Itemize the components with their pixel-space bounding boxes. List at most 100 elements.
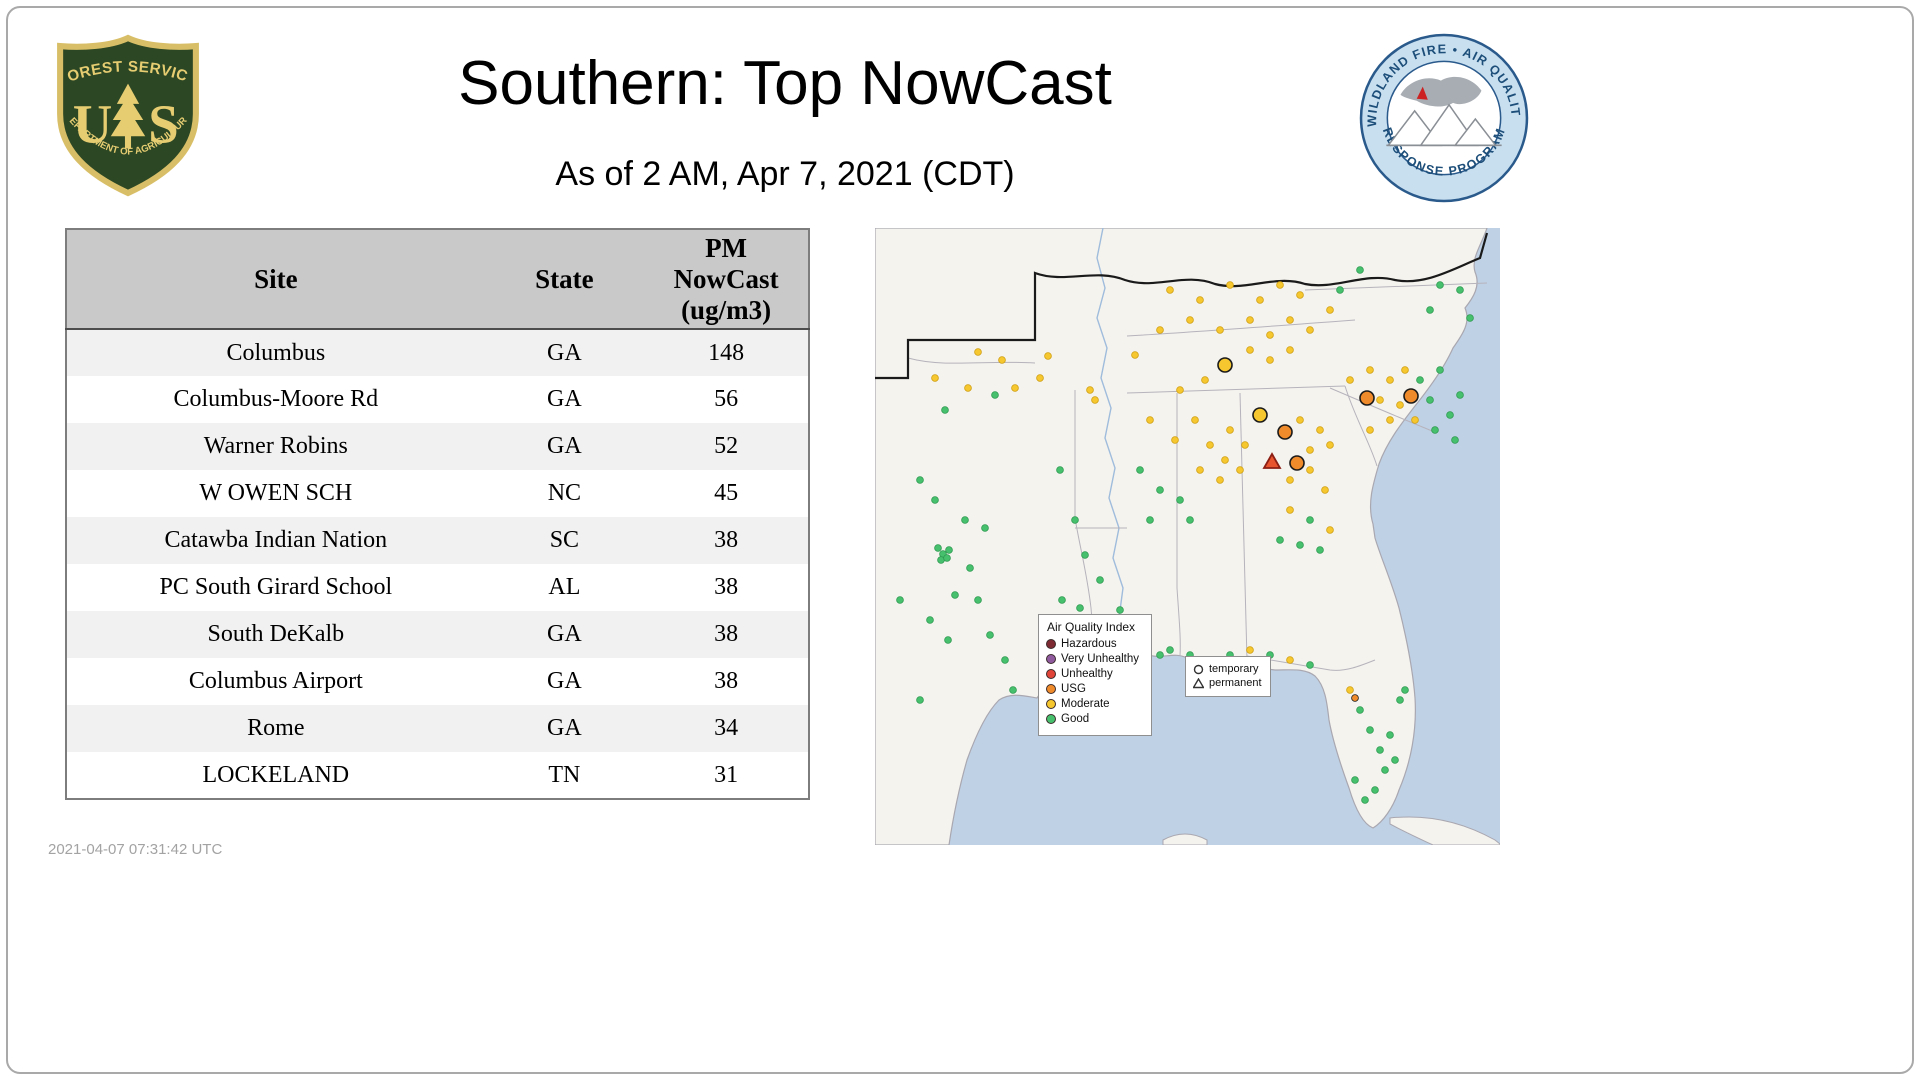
monitor-dot-good bbox=[1136, 466, 1144, 474]
monitor-dot-good bbox=[1371, 786, 1379, 794]
aqi-legend-title: Air Quality Index bbox=[1047, 620, 1136, 634]
table-row: LOCKELAND TN 31 bbox=[66, 752, 809, 799]
monitor-dot-moderate bbox=[964, 384, 972, 392]
pm-cell: 38 bbox=[714, 527, 739, 553]
site-cell: Catawba Indian Nation bbox=[164, 527, 388, 553]
monitor-dot-moderate bbox=[1376, 396, 1384, 404]
pm-cell: 38 bbox=[714, 668, 739, 694]
monitor-dot-good bbox=[926, 616, 934, 624]
monitor-dot-good bbox=[1381, 766, 1389, 774]
monitor-dot-good bbox=[1351, 776, 1359, 784]
aqi-legend-item: Hazardous bbox=[1046, 638, 1145, 650]
pm-cell: 38 bbox=[714, 574, 739, 600]
monitor-dot-moderate bbox=[1036, 374, 1044, 382]
monitor-dot-moderate bbox=[1316, 426, 1324, 434]
permanent-site-marker-unhealthy bbox=[1262, 452, 1282, 469]
aqi-color-swatch bbox=[1046, 639, 1056, 649]
generated-timestamp: 2021-04-07 07:31:42 UTC bbox=[48, 841, 223, 858]
monitor-dot-good bbox=[1058, 596, 1066, 604]
pm-cell: 52 bbox=[714, 433, 739, 459]
monitor-dot-moderate bbox=[1246, 346, 1254, 354]
monitor-dot-good bbox=[1401, 686, 1409, 694]
temporary-circle-icon bbox=[1193, 664, 1204, 674]
monitor-dot-good bbox=[916, 476, 924, 484]
monitor-dot-moderate bbox=[1241, 441, 1249, 449]
aqi-color-swatch bbox=[1046, 684, 1056, 694]
monitor-dot-moderate bbox=[1216, 476, 1224, 484]
monitor-dot-good bbox=[1096, 576, 1104, 584]
monitor-dot-moderate bbox=[1326, 526, 1334, 534]
monitor-dot-good bbox=[986, 631, 994, 639]
table-row: Rome GA 34 bbox=[66, 705, 809, 752]
monitor-dot-moderate bbox=[1266, 356, 1274, 364]
monitor-dot-good bbox=[945, 546, 953, 554]
site-cell: Columbus Airport bbox=[188, 668, 363, 694]
river bbox=[1096, 228, 1128, 666]
monitor-dot-moderate bbox=[1256, 296, 1264, 304]
state-cell: GA bbox=[547, 386, 582, 412]
monitor-dot-good bbox=[1356, 266, 1364, 274]
aqi-legend-items: Hazardous Very Unhealthy Unhealthy USG Moder… bbox=[1046, 638, 1145, 725]
monitor-dot-good bbox=[966, 564, 974, 572]
monitor-dot-moderate bbox=[1216, 326, 1224, 334]
wfaqrp-circle-icon: WILDLAND FIRE • AIR QUALITY RESPONSE PRO… bbox=[1353, 21, 1529, 203]
aqi-category-label: Very Unhealthy bbox=[1061, 653, 1139, 665]
monitor-dot-good bbox=[1081, 551, 1089, 559]
usfs-shield-icon: FOREST SERVICE U S DEPARTMENT OF AGRICUL… bbox=[47, 22, 199, 197]
fire-icon bbox=[1416, 86, 1428, 100]
monitor-dot-good bbox=[951, 591, 959, 599]
island-cuba bbox=[1389, 816, 1500, 845]
site-cell: PC South Girard School bbox=[159, 574, 393, 600]
monitor-dot-moderate bbox=[1366, 426, 1374, 434]
page-subtitle: As of 2 AM, Apr 7, 2021 (CDT) bbox=[555, 155, 1015, 193]
top-site-marker-usg bbox=[1403, 388, 1419, 404]
legend-row-permanent: permanent bbox=[1193, 677, 1262, 689]
monitor-dot-good bbox=[1426, 306, 1434, 314]
monitor-dot-good bbox=[1436, 281, 1444, 289]
monitor-dot-good bbox=[916, 696, 924, 704]
aqi-legend-item: Very Unhealthy bbox=[1046, 653, 1145, 665]
monitor-dot-moderate bbox=[1286, 656, 1294, 664]
monitor-dot-good bbox=[1166, 646, 1174, 654]
usfs-monogram-u: U bbox=[73, 93, 113, 154]
monitor-dot-moderate bbox=[931, 374, 939, 382]
monitor-dot-good bbox=[931, 496, 939, 504]
monitor-dot-moderate bbox=[1226, 426, 1234, 434]
aqi-category-label: USG bbox=[1061, 683, 1086, 695]
aqi-map: Air Quality Index Hazardous Very Unhealth… bbox=[875, 228, 1500, 845]
monitor-dot-good bbox=[1456, 391, 1464, 399]
monitor-dot-good bbox=[1416, 376, 1424, 384]
monitor-dot-moderate bbox=[1131, 351, 1139, 359]
monitor-dot-good bbox=[1156, 486, 1164, 494]
monitor-dot-good bbox=[1071, 516, 1079, 524]
monitor-dot-moderate bbox=[1246, 646, 1254, 654]
monitor-dot-moderate bbox=[1266, 331, 1274, 339]
monitor-dot-moderate bbox=[1156, 326, 1164, 334]
monitor-dot-good bbox=[1386, 731, 1394, 739]
state-cell: GA bbox=[547, 715, 582, 741]
top-site-marker-usg bbox=[1359, 390, 1375, 406]
permanent-triangle-icon bbox=[1193, 677, 1204, 688]
usfs-monogram-s: S bbox=[148, 93, 178, 154]
top-site-marker-moderate bbox=[1252, 407, 1268, 423]
aqi-color-swatch bbox=[1046, 699, 1056, 709]
monitor-dot-good bbox=[944, 636, 952, 644]
monitor-dot-good bbox=[1336, 286, 1344, 294]
monitor-dot-moderate bbox=[1306, 466, 1314, 474]
monitor-dot-good bbox=[1176, 496, 1184, 504]
table-header-row: Site State PM NowCast (ug/m3) bbox=[66, 229, 809, 330]
monitor-dot-usg bbox=[1351, 694, 1359, 702]
state-cell: AL bbox=[548, 574, 581, 600]
temporary-label: temporary bbox=[1209, 663, 1259, 675]
table-row: Columbus GA 148 bbox=[66, 329, 809, 376]
top-site-marker-usg bbox=[1289, 455, 1305, 471]
table-row: South DeKalb GA 38 bbox=[66, 611, 809, 658]
table-row: W OWEN SCH NC 45 bbox=[66, 470, 809, 517]
monitor-dot-moderate bbox=[1011, 384, 1019, 392]
table-row: Columbus-Moore Rd GA 56 bbox=[66, 376, 809, 423]
site-cell: South DeKalb bbox=[207, 621, 345, 647]
monitor-dot-moderate bbox=[1196, 296, 1204, 304]
page-title: Southern: Top NowCast bbox=[458, 49, 1112, 118]
pm-cell: 56 bbox=[714, 386, 739, 412]
